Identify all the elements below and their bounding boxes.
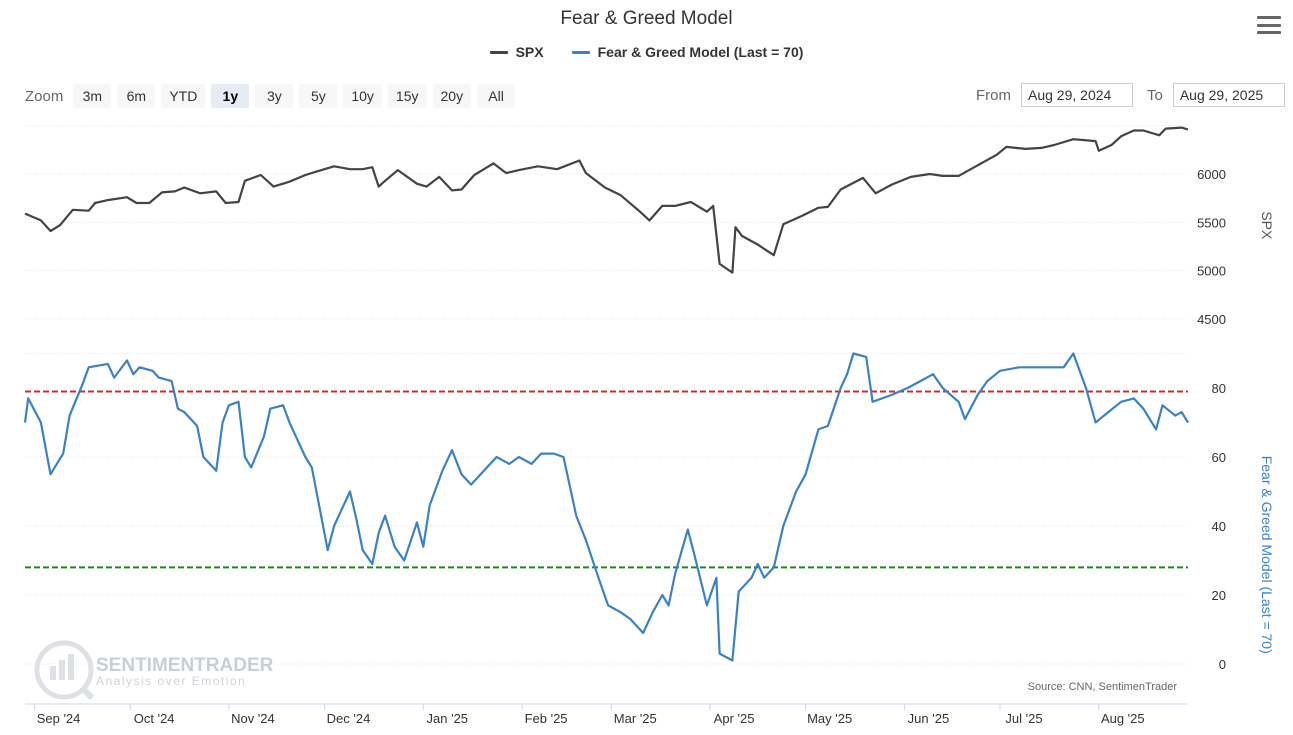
- zoom-label: Zoom: [25, 87, 64, 105]
- x-tick-label-11: Aug '25: [1101, 711, 1145, 726]
- series-line-spx[interactable]: [24, 126, 1189, 274]
- zoom-button-15y[interactable]: 15y: [387, 84, 427, 108]
- zoom-button-ytd[interactable]: YTD: [161, 84, 206, 108]
- zoom-buttons: 3m 6m YTD 1y 3y 5y 10y 15y 20y All: [73, 84, 516, 108]
- legend: SPX Fear & Greed Model (Last = 70): [0, 44, 1293, 60]
- zoom-button-3m[interactable]: 3m: [73, 84, 112, 108]
- x-tick-label-6: Mar '25: [614, 711, 657, 726]
- chart-menu-icon[interactable]: [1257, 14, 1281, 36]
- y-axis-title-p0: SPX: [1259, 211, 1275, 240]
- series-line-fear-greed[interactable]: [23, 352, 1189, 662]
- source-note: Source: CNN, SentimenTrader: [1028, 681, 1178, 693]
- y-tick-label-p0-1: 5000: [1197, 264, 1226, 279]
- zoom-button-10y[interactable]: 10y: [343, 84, 382, 108]
- x-tick-label-8: May '25: [807, 711, 852, 726]
- zoom-button-5y[interactable]: 5y: [299, 84, 338, 108]
- y-tick-label-p1-2: 40: [1212, 519, 1226, 534]
- zoom-button-6m[interactable]: 6m: [117, 84, 156, 108]
- x-tick-label-3: Dec '24: [327, 711, 371, 726]
- to-date-input[interactable]: [1172, 83, 1285, 107]
- zoom-button-all[interactable]: All: [477, 84, 516, 108]
- series-layer: [23, 126, 1189, 662]
- x-tick-label-5: Feb '25: [525, 711, 568, 726]
- zoom-bar: Zoom 3m 6m YTD 1y 3y 5y 10y 15y 20y All: [25, 84, 516, 108]
- y-axis-title-p1: Fear & Greed Model (Last = 70): [1259, 456, 1275, 654]
- legend-item-fear-greed[interactable]: Fear & Greed Model (Last = 70): [571, 44, 804, 60]
- y-tick-label-p0-2: 5500: [1197, 215, 1226, 230]
- x-tick-label-1: Oct '24: [134, 711, 175, 726]
- axes: 4500 5000 5500 6000 SPX 0 20 40 60 80 Fear & Greed…: [25, 167, 1275, 726]
- x-tick-label-10: Jul '25: [1005, 711, 1042, 726]
- y-tick-label-p1-4: 80: [1212, 381, 1226, 396]
- gridlines: [25, 125, 1188, 665]
- x-tick-label-2: Nov '24: [231, 711, 275, 726]
- to-label: To: [1147, 86, 1163, 104]
- watermark: SENTIMENTRADER Analysis over Emotion: [34, 640, 274, 701]
- y-tick-label-p0-3: 6000: [1197, 167, 1226, 182]
- legend-item-spx[interactable]: SPX: [489, 44, 544, 60]
- y-tick-label-p1-1: 20: [1212, 588, 1226, 603]
- legend-swatch-fear-greed: [571, 50, 590, 54]
- x-tick-label-7: Apr '25: [714, 711, 755, 726]
- zoom-button-20y[interactable]: 20y: [432, 84, 472, 108]
- zoom-button-3y[interactable]: 3y: [255, 84, 294, 108]
- watermark-tagline: Analysis over Emotion: [96, 674, 246, 688]
- watermark-name: SENTIMENTRADER: [96, 655, 274, 676]
- from-date-input[interactable]: [1021, 83, 1133, 107]
- y-tick-label-p0-0: 4500: [1197, 312, 1226, 327]
- legend-swatch-spx: [489, 50, 508, 54]
- x-tick-label-0: Sep '24: [37, 711, 81, 726]
- x-tick-label-4: Jan '25: [427, 711, 469, 726]
- zoom-button-1y[interactable]: 1y: [211, 84, 250, 108]
- legend-label-fear-greed: Fear & Greed Model (Last = 70): [597, 44, 804, 60]
- from-label: From: [976, 86, 1011, 104]
- range-selector: From To: [976, 83, 1285, 107]
- y-tick-label-p1-3: 60: [1212, 450, 1226, 465]
- y-tick-label-p1-0: 0: [1219, 657, 1226, 672]
- chart-title: Fear & Greed Model: [560, 8, 733, 29]
- x-tick-label-9: Jun '25: [908, 711, 950, 726]
- legend-label-spx: SPX: [515, 44, 544, 60]
